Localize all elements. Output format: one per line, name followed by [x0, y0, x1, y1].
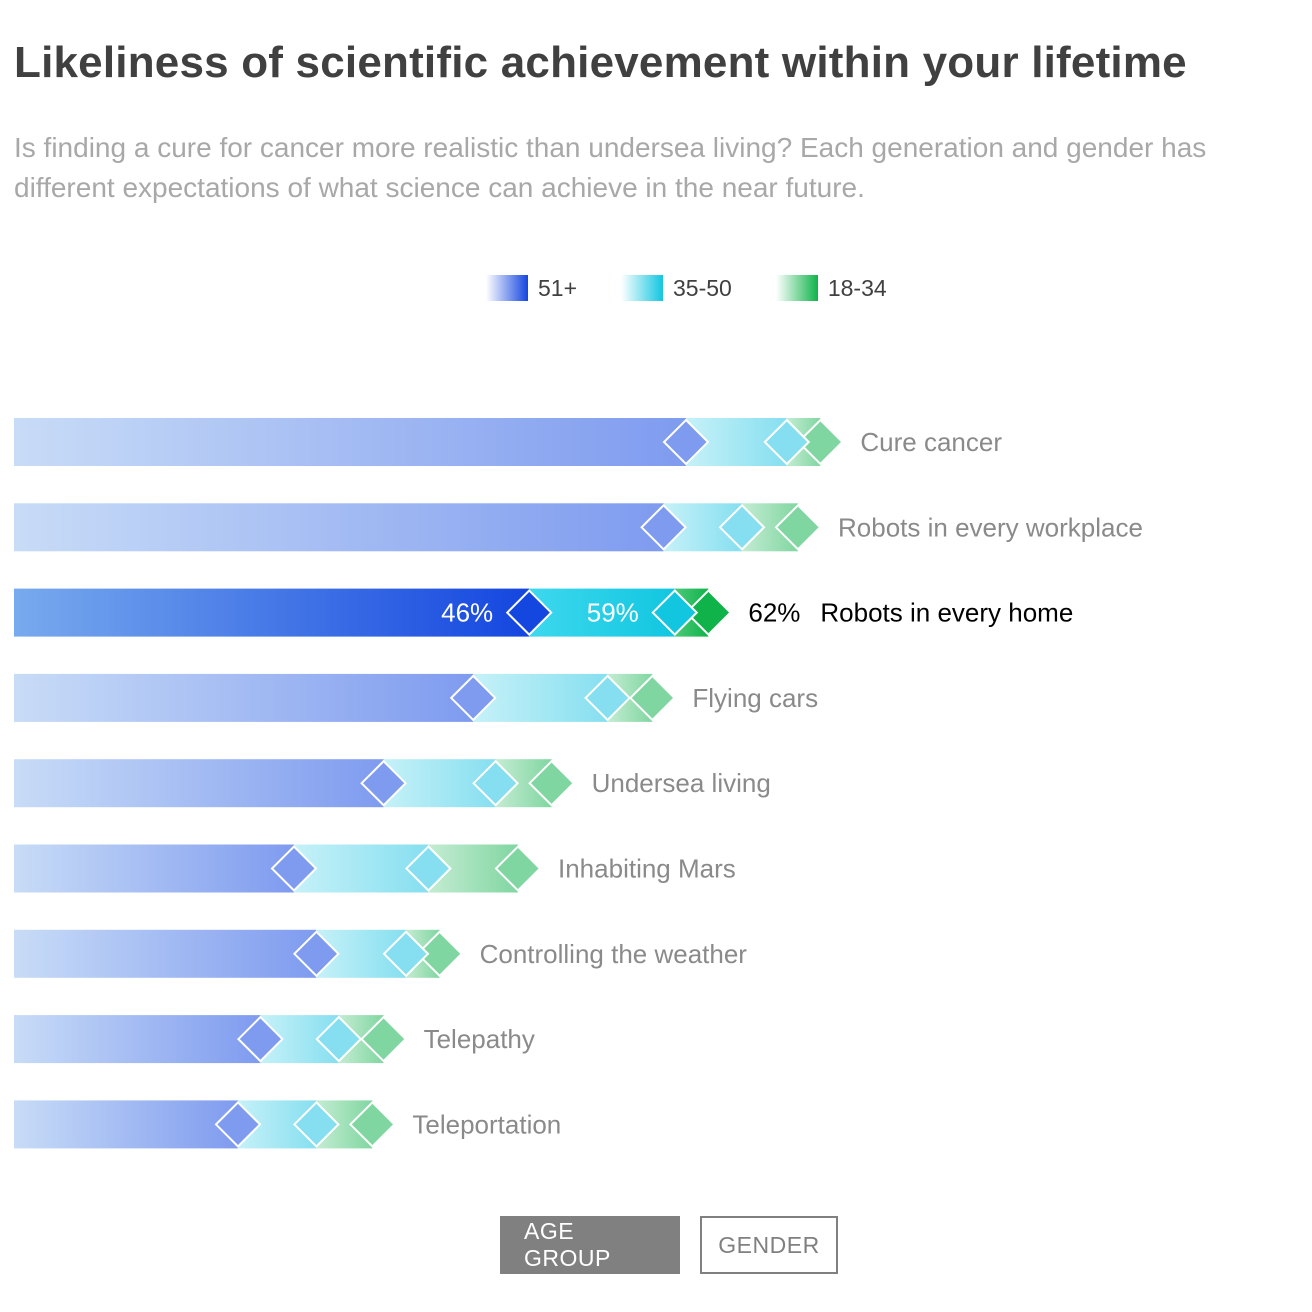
diamond-35-50 — [404, 845, 452, 892]
legend-swatch-18-34 — [775, 275, 818, 301]
legend: 51+ 35-50 18-34 — [486, 272, 931, 304]
category-label: Undersea living — [592, 768, 771, 798]
value-label-35-50: 59% — [587, 598, 639, 628]
bar-row: Teleportation — [14, 1100, 561, 1149]
bar-segment-51-plus — [14, 844, 294, 893]
diamond-35-50 — [763, 418, 811, 466]
category-label: Robots in every workplace — [838, 512, 1143, 542]
legend-item-18-34: 18-34 — [775, 274, 887, 302]
value-label-51-plus: 46% — [441, 598, 493, 628]
category-label: Flying cars — [692, 683, 818, 713]
diamond-18-34 — [416, 930, 464, 978]
bar-row: Undersea living — [14, 759, 771, 808]
diamond-51-plus — [236, 1015, 284, 1063]
legend-item-51-plus: 51+ — [486, 275, 577, 302]
bars-layer: Cure cancer Robots in every workplace 46% 5… — [14, 418, 1143, 1149]
legend-label-18-34: 18-34 — [827, 274, 887, 301]
category-label: Telepathy — [424, 1024, 535, 1054]
legend-swatch-51-plus — [486, 275, 528, 301]
diamond-35-50 — [382, 930, 430, 978]
diamond-35-50 — [718, 503, 766, 551]
diamond-18-34 — [774, 503, 822, 551]
legend-label-51-plus: 51+ — [538, 274, 578, 301]
bar-segment-51-plus — [14, 503, 664, 552]
bar-segment-51-plus — [14, 759, 384, 808]
bar-row: Robots in every workplace — [14, 503, 1143, 552]
legend-label-35-50: 35-50 — [673, 274, 732, 301]
diamond-51-plus — [640, 503, 688, 551]
diamond-18-34 — [628, 674, 676, 722]
category-label: Cure cancer — [860, 427, 1002, 457]
category-label: Robots in every home — [820, 598, 1073, 628]
diamond-51-plus — [449, 674, 497, 722]
bar-segment-35-50 — [529, 588, 675, 637]
diamond-51-plus — [292, 930, 340, 978]
diamond-18-34 — [494, 845, 542, 892]
value-label-18-34: 62% — [748, 598, 800, 628]
bar-row: 46% 59% 62% Robots in every home — [14, 588, 1073, 637]
bar-row: Flying cars — [14, 673, 818, 722]
category-label: Controlling the weather — [480, 939, 748, 969]
diamond-35-50 — [315, 1015, 363, 1063]
bar-row: Cure cancer — [14, 418, 1002, 466]
bar-segment-51-plus — [14, 1015, 261, 1064]
diamond-51-plus — [214, 1100, 262, 1148]
view-toggle: AGE GROUP GENDER — [500, 1216, 838, 1274]
legend-item-35-50: 35-50 — [621, 275, 732, 302]
diamond-35-50 — [472, 759, 520, 807]
bar-segment-51-plus — [14, 929, 317, 978]
diamond-35-50 — [584, 674, 632, 722]
diamond-51-plus — [662, 418, 710, 466]
age-group-button[interactable]: AGE GROUP — [500, 1216, 680, 1274]
bar-segment-51-plus — [14, 418, 686, 466]
bar-chart: Cure cancer Robots in every workplace 46% 5… — [14, 418, 1143, 1149]
diamond-18-34 — [684, 589, 732, 637]
gender-button[interactable]: GENDER — [700, 1216, 838, 1274]
diamond-18-34 — [796, 418, 844, 466]
bar-row: Inhabiting Mars — [14, 844, 736, 893]
diamond-51-plus — [270, 845, 318, 892]
diamond-18-34 — [528, 759, 576, 807]
diamond-35-50 — [651, 589, 699, 637]
diamond-18-34 — [348, 1100, 396, 1148]
bar-segment-51-plus — [14, 673, 474, 722]
diamond-18-34 — [360, 1015, 408, 1063]
bar-row: Telepathy — [14, 1015, 535, 1064]
chart-title: Likeliness of scientific achievement wit… — [14, 38, 1187, 87]
category-label: Teleportation — [412, 1109, 561, 1139]
diamond-51-plus — [505, 589, 553, 637]
diamond-35-50 — [292, 1100, 340, 1148]
chart-subtitle: Is finding a cure for cancer more realis… — [14, 132, 1207, 203]
diamond-51-plus — [360, 759, 408, 807]
bar-segment-51-plus — [14, 1100, 238, 1149]
legend-swatch-35-50 — [621, 275, 664, 301]
bar-row: Controlling the weather — [14, 929, 748, 978]
bar-segment-51-plus — [14, 588, 530, 637]
category-label: Inhabiting Mars — [558, 854, 736, 884]
